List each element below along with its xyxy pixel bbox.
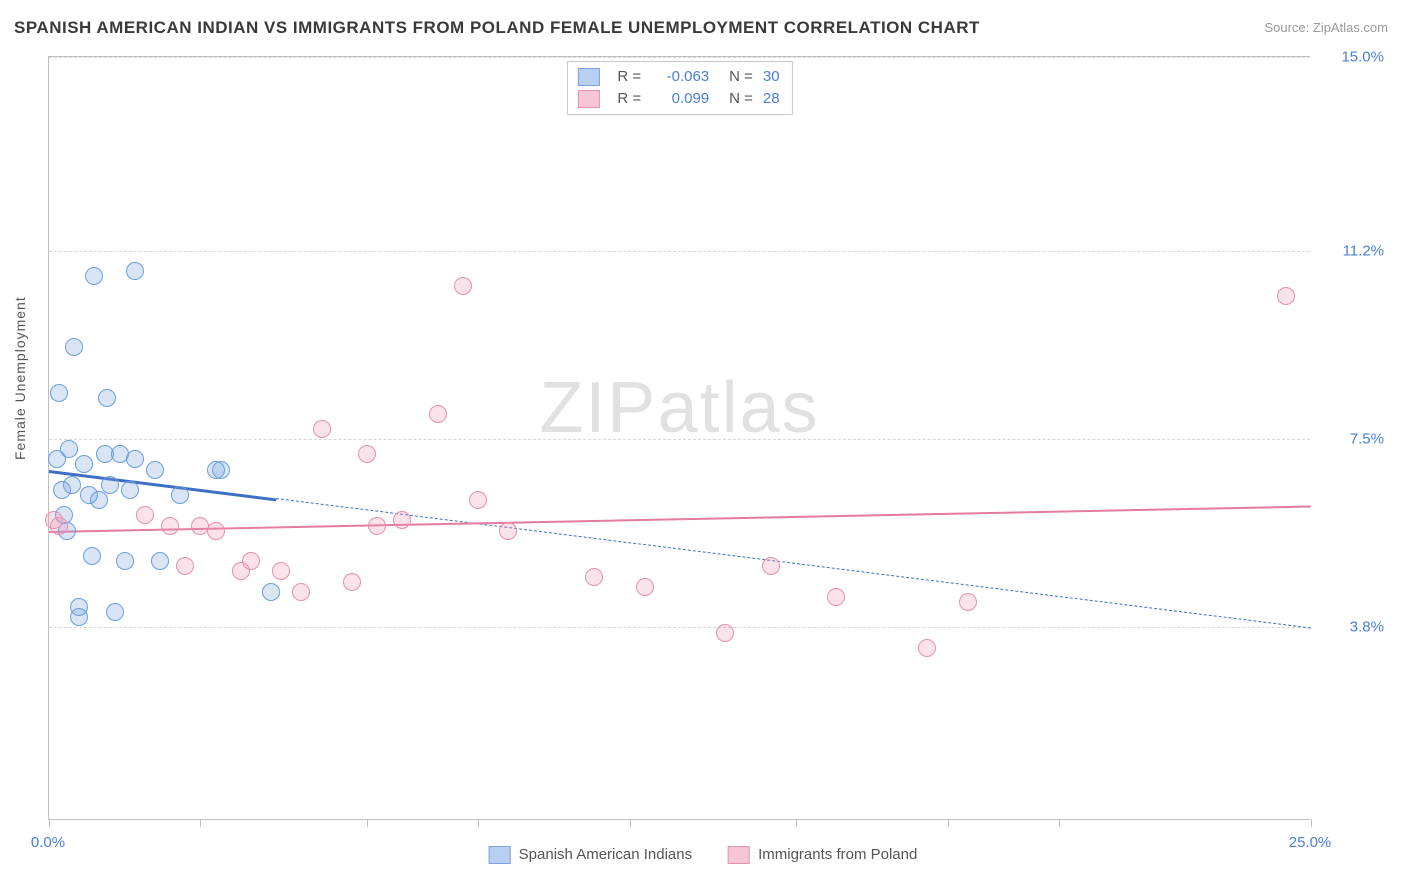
r-value: 0.099 xyxy=(651,88,709,110)
data-point xyxy=(762,557,780,575)
stat-label: R = xyxy=(617,66,641,88)
x-tick xyxy=(948,819,949,827)
legend-swatch xyxy=(489,846,511,864)
x-tick xyxy=(796,819,797,827)
data-point xyxy=(50,517,68,535)
data-point xyxy=(469,491,487,509)
correlation-stats-legend: R = -0.063 N = 30 R = 0.099 N = 28 xyxy=(566,61,792,115)
data-point xyxy=(716,624,734,642)
data-point xyxy=(171,486,189,504)
legend-swatch xyxy=(577,90,599,108)
source-attribution: Source: ZipAtlas.com xyxy=(1264,20,1388,35)
y-tick-label: 3.8% xyxy=(1324,619,1384,636)
data-point xyxy=(126,262,144,280)
x-tick xyxy=(49,819,50,827)
data-point xyxy=(146,461,164,479)
data-point xyxy=(636,578,654,596)
data-point xyxy=(242,552,260,570)
trend-line xyxy=(49,505,1311,532)
n-value: 28 xyxy=(763,88,780,110)
data-point xyxy=(85,267,103,285)
x-tick xyxy=(1059,819,1060,827)
data-point xyxy=(161,517,179,535)
data-point xyxy=(827,588,845,606)
y-tick-label: 7.5% xyxy=(1324,431,1384,448)
data-point xyxy=(393,511,411,529)
data-point xyxy=(1277,287,1295,305)
data-point xyxy=(959,593,977,611)
data-point xyxy=(272,562,290,580)
scatter-plot-area: ZIPatlas R =-0.063N =30R =0.099N =28 3.8… xyxy=(48,56,1310,820)
data-point xyxy=(207,522,225,540)
x-tick-label: 0.0% xyxy=(31,834,65,851)
y-tick-label: 11.2% xyxy=(1324,242,1384,259)
x-tick xyxy=(1311,819,1312,827)
data-point xyxy=(136,506,154,524)
source-prefix: Source: xyxy=(1264,20,1312,35)
stat-label: N = xyxy=(729,66,753,88)
data-point xyxy=(212,461,230,479)
data-point xyxy=(90,491,108,509)
data-point xyxy=(358,445,376,463)
stat-label: R = xyxy=(617,88,641,110)
r-value: -0.063 xyxy=(651,66,709,88)
stat-label: N = xyxy=(729,88,753,110)
data-point xyxy=(292,583,310,601)
data-point xyxy=(585,568,603,586)
x-tick xyxy=(367,819,368,827)
data-point xyxy=(98,389,116,407)
data-point xyxy=(454,277,472,295)
data-point xyxy=(60,440,78,458)
data-point xyxy=(70,608,88,626)
data-point xyxy=(83,547,101,565)
stats-row: R = 0.099 N = 28 xyxy=(577,88,779,110)
data-point xyxy=(343,573,361,591)
gridline xyxy=(49,251,1310,252)
data-point xyxy=(176,557,194,575)
data-point xyxy=(63,476,81,494)
data-point xyxy=(116,552,134,570)
y-axis-label: Female Unemployment xyxy=(12,296,28,460)
x-tick-label: 25.0% xyxy=(1289,834,1332,851)
data-point xyxy=(121,481,139,499)
x-tick xyxy=(200,819,201,827)
legend-item: Immigrants from Poland xyxy=(728,846,917,864)
gridline xyxy=(49,627,1310,628)
series-legend: Spanish American Indians Immigrants from … xyxy=(489,846,918,864)
data-point xyxy=(50,384,68,402)
data-point xyxy=(368,517,386,535)
data-point xyxy=(429,405,447,423)
y-tick-label: 15.0% xyxy=(1324,49,1384,66)
x-tick xyxy=(478,819,479,827)
watermark: ZIPatlas xyxy=(539,367,819,449)
gridline xyxy=(49,57,1310,58)
legend-swatch xyxy=(577,68,599,86)
legend-swatch xyxy=(728,846,750,864)
source-link[interactable]: ZipAtlas.com xyxy=(1313,20,1388,35)
data-point xyxy=(262,583,280,601)
legend-item: Spanish American Indians xyxy=(489,846,692,864)
data-point xyxy=(126,450,144,468)
data-point xyxy=(101,476,119,494)
stats-row: R = -0.063 N = 30 xyxy=(577,66,779,88)
data-point xyxy=(75,455,93,473)
x-tick xyxy=(630,819,631,827)
legend-label: Immigrants from Poland xyxy=(758,846,917,863)
data-point xyxy=(65,338,83,356)
data-point xyxy=(106,603,124,621)
legend-label: Spanish American Indians xyxy=(519,846,692,863)
n-value: 30 xyxy=(763,66,780,88)
data-point xyxy=(313,420,331,438)
data-point xyxy=(918,639,936,657)
data-point xyxy=(499,522,517,540)
chart-title: SPANISH AMERICAN INDIAN VS IMMIGRANTS FR… xyxy=(14,18,980,38)
data-point xyxy=(151,552,169,570)
gridline xyxy=(49,439,1310,440)
